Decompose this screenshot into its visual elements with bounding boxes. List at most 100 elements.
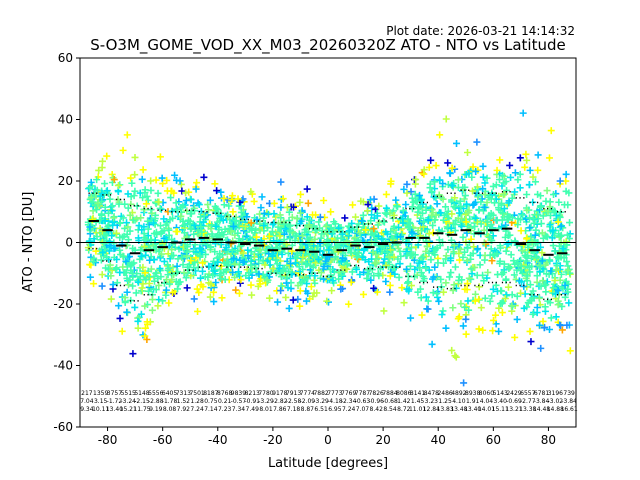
bin-stat-text: -2.34 bbox=[341, 398, 357, 405]
data-point bbox=[359, 290, 367, 298]
data-point bbox=[502, 275, 510, 283]
data-point bbox=[432, 162, 440, 170]
data-point bbox=[172, 199, 180, 207]
data-point bbox=[539, 317, 547, 325]
data-point bbox=[202, 242, 210, 250]
data-point bbox=[115, 200, 123, 208]
data-point bbox=[368, 249, 376, 257]
data-point bbox=[214, 258, 222, 266]
data-point bbox=[382, 190, 390, 198]
bin-stat-text: 1.25 bbox=[438, 398, 452, 405]
data-point bbox=[467, 255, 475, 263]
data-point bbox=[229, 208, 237, 216]
bin-stat-text: 217 bbox=[81, 390, 93, 397]
x-tick-label: -60 bbox=[153, 433, 173, 447]
x-tick-label: 20 bbox=[375, 433, 390, 447]
data-point bbox=[495, 304, 503, 312]
data-point bbox=[304, 289, 312, 297]
x-tick-label: 60 bbox=[486, 433, 501, 447]
data-point bbox=[370, 284, 378, 292]
data-point bbox=[562, 278, 570, 286]
data-point bbox=[439, 180, 447, 188]
data-point bbox=[399, 219, 407, 227]
data-point bbox=[459, 233, 467, 241]
data-point bbox=[88, 198, 96, 206]
data-point bbox=[448, 346, 456, 354]
data-point bbox=[369, 248, 377, 256]
data-point bbox=[559, 245, 567, 253]
data-point bbox=[277, 287, 285, 295]
data-point bbox=[93, 233, 101, 241]
data-point bbox=[289, 296, 297, 304]
data-point bbox=[141, 332, 149, 340]
bin-stat-text: 5515 bbox=[121, 390, 136, 397]
data-point bbox=[367, 217, 375, 225]
data-point bbox=[507, 173, 515, 181]
data-point bbox=[129, 216, 137, 224]
data-point bbox=[503, 186, 511, 194]
data-point bbox=[551, 277, 559, 285]
data-point bbox=[206, 196, 214, 204]
data-point bbox=[511, 188, 519, 196]
data-point bbox=[356, 229, 364, 237]
data-point bbox=[116, 219, 124, 227]
data-point bbox=[184, 216, 192, 224]
data-point bbox=[464, 244, 472, 252]
data-point bbox=[217, 188, 225, 196]
data-point bbox=[196, 244, 204, 252]
data-point bbox=[411, 273, 419, 281]
data-point bbox=[318, 230, 326, 238]
data-point bbox=[187, 208, 195, 216]
data-point bbox=[483, 218, 491, 226]
data-point bbox=[123, 131, 131, 139]
bin-stat-text: 14.01 bbox=[478, 406, 495, 413]
data-point bbox=[407, 188, 415, 196]
data-point bbox=[479, 162, 487, 170]
data-point bbox=[181, 221, 189, 229]
data-point bbox=[451, 220, 459, 228]
data-point bbox=[129, 282, 137, 290]
data-point bbox=[527, 232, 535, 240]
data-point bbox=[184, 263, 192, 271]
data-point bbox=[558, 326, 566, 334]
data-point bbox=[394, 244, 402, 252]
data-point bbox=[117, 251, 125, 259]
data-point bbox=[431, 263, 439, 271]
x-axis-label: Latitude [degrees] bbox=[268, 456, 388, 471]
data-point bbox=[442, 324, 450, 332]
bin-stat-text: -3.24 bbox=[120, 398, 136, 405]
data-point bbox=[118, 240, 126, 248]
data-point bbox=[246, 224, 254, 232]
data-point bbox=[131, 171, 139, 179]
data-point bbox=[498, 309, 506, 317]
data-point bbox=[163, 176, 171, 184]
data-point bbox=[224, 213, 232, 221]
data-point bbox=[422, 293, 430, 301]
data-point bbox=[449, 286, 457, 294]
data-point bbox=[462, 315, 470, 323]
data-point bbox=[392, 196, 400, 204]
data-point bbox=[232, 286, 240, 294]
data-point bbox=[121, 224, 129, 232]
data-point bbox=[139, 166, 147, 174]
data-point bbox=[511, 169, 519, 177]
data-point bbox=[281, 225, 289, 233]
data-point bbox=[362, 239, 370, 247]
data-point bbox=[436, 131, 444, 139]
bin-stat-text: 8.54 bbox=[383, 406, 397, 413]
data-point bbox=[471, 263, 479, 271]
data-point bbox=[505, 239, 513, 247]
data-point bbox=[160, 279, 168, 287]
bin-stat-text: -0.69 bbox=[506, 398, 522, 405]
data-point bbox=[237, 276, 245, 284]
data-point bbox=[86, 273, 94, 281]
data-point bbox=[114, 188, 122, 196]
data-point bbox=[337, 285, 345, 293]
bin-stat-text: -3.29 bbox=[313, 398, 329, 405]
data-point bbox=[141, 302, 149, 310]
data-point bbox=[199, 267, 207, 275]
data-point bbox=[197, 223, 205, 231]
data-point bbox=[299, 232, 307, 240]
data-point bbox=[498, 199, 506, 207]
data-point bbox=[564, 231, 572, 239]
